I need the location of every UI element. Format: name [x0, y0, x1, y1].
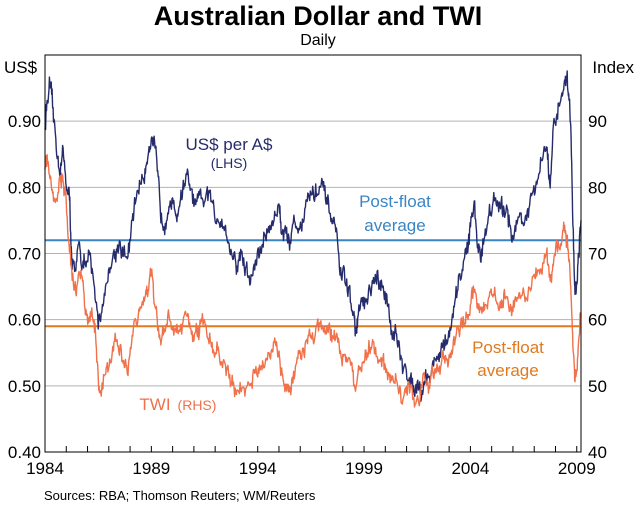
- x-tick-label: 1989: [132, 459, 170, 478]
- reference-lines: [45, 239, 581, 328]
- usd-series-axis-note: (LHS): [211, 155, 248, 171]
- x-axis-tick-labels: 1984 1989 1994 1999 2004 2009: [26, 459, 596, 478]
- left-tick-label: 0.50: [8, 377, 41, 396]
- left-axis-unit: US$: [4, 58, 38, 77]
- chart-title: Australian Dollar and TWI: [154, 1, 483, 31]
- plot-frame: [44, 54, 582, 453]
- right-tick-label: 50: [588, 377, 607, 396]
- chart-subtitle: Daily: [300, 32, 336, 49]
- x-tick-label: 1999: [345, 459, 383, 478]
- x-tick-label: 2009: [558, 459, 596, 478]
- usd-average-label-line2: average: [364, 216, 425, 235]
- left-tick-label: 0.70: [8, 245, 41, 264]
- right-tick-label: 40: [588, 443, 607, 462]
- x-tick-marks: [44, 446, 578, 452]
- usd-series-label: US$ per A$: [186, 135, 273, 154]
- right-tick-label: 80: [588, 178, 607, 197]
- twi-series-label: TWI: [139, 395, 170, 414]
- left-tick-label: 0.40: [8, 443, 41, 462]
- x-tick-label: 1984: [26, 459, 64, 478]
- right-tick-label: 90: [588, 112, 607, 131]
- usd-average-label-line1: Post-float: [359, 192, 431, 211]
- right-axis-tick-labels: 40 50 60 70 80 90: [588, 112, 607, 462]
- left-axis-tick-labels: 0.40 0.50 0.60 0.70 0.80 0.90: [8, 112, 41, 462]
- x-tick-label: 2004: [451, 459, 489, 478]
- usd-series-line: [44, 70, 582, 402]
- right-axis-unit: Index: [592, 58, 634, 77]
- twi-series-line: [44, 154, 582, 408]
- twi-series-axis-note: (RHS): [178, 397, 217, 413]
- x-tick-label: 1994: [239, 459, 277, 478]
- right-tick-label: 70: [588, 245, 607, 264]
- twi-average-label-line1: Post-float: [472, 338, 544, 357]
- source-note: Sources: RBA; Thomson Reuters; WM/Reuter…: [44, 488, 316, 503]
- series-lines: [44, 70, 582, 408]
- right-tick-label: 60: [588, 311, 607, 330]
- twi-average-label-line2: average: [477, 361, 538, 380]
- left-tick-label: 0.90: [8, 112, 41, 131]
- left-tick-label: 0.60: [8, 311, 41, 330]
- left-tick-label: 0.80: [8, 178, 41, 197]
